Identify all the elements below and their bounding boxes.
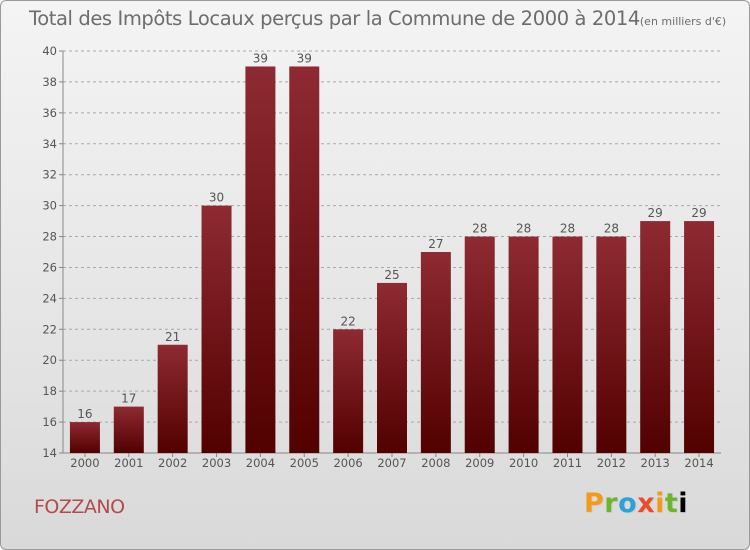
x-tick-label: 2005 xyxy=(290,456,319,470)
y-tick-label: 22 xyxy=(42,322,57,336)
bar xyxy=(684,221,715,453)
bar xyxy=(552,236,583,453)
logo-letter: i xyxy=(655,488,665,519)
x-tick-label: 2012 xyxy=(597,456,626,470)
y-tick-label: 40 xyxy=(42,44,57,58)
bar xyxy=(245,66,276,453)
bar xyxy=(596,236,627,453)
chart-title: Total des Impôts Locaux perçus par la Co… xyxy=(29,7,726,30)
value-label: 21 xyxy=(165,330,180,344)
logo-letter: x xyxy=(637,488,656,519)
x-tick-label: 2013 xyxy=(641,456,670,470)
logo-letter: P xyxy=(584,488,605,519)
title-unit: (en milliers d'€) xyxy=(639,15,727,28)
bar xyxy=(157,344,188,453)
x-tick-label: 2008 xyxy=(421,456,450,470)
bars xyxy=(69,66,715,453)
value-label: 28 xyxy=(560,222,575,236)
y-tick-label: 32 xyxy=(42,168,57,182)
value-label: 29 xyxy=(648,206,663,220)
bar xyxy=(201,205,232,453)
x-tick-label: 2004 xyxy=(246,456,275,470)
commune-name: FOZZANO xyxy=(34,496,125,518)
value-label: 28 xyxy=(604,222,619,236)
bar xyxy=(113,406,144,453)
x-tick-label: 2003 xyxy=(202,456,231,470)
x-tick-label: 2011 xyxy=(553,456,582,470)
value-label: 30 xyxy=(209,191,224,205)
title-text: Total des Impôts Locaux perçus par la Co… xyxy=(29,7,640,30)
y-tick-label: 14 xyxy=(42,446,57,460)
y-tick-label: 16 xyxy=(42,415,57,429)
bar xyxy=(333,329,364,453)
bar xyxy=(640,221,671,453)
x-tick-label: 2002 xyxy=(158,456,187,470)
value-label: 27 xyxy=(428,237,443,251)
bar xyxy=(420,252,451,453)
proxiti-logo: Proxiti xyxy=(584,488,688,519)
value-label: 16 xyxy=(77,407,92,421)
y-tick-label: 34 xyxy=(42,137,57,151)
x-tick-label: 2009 xyxy=(465,456,494,470)
bar xyxy=(508,236,539,453)
labels: 16 2000 17 2001 21 2002 30 2003 39 2004 39 2005 22 20… xyxy=(70,51,713,470)
bar xyxy=(69,422,100,453)
value-label: 25 xyxy=(384,268,399,282)
bar xyxy=(464,236,495,453)
value-label: 22 xyxy=(340,314,355,328)
value-label: 39 xyxy=(253,51,268,65)
y-tick-label: 38 xyxy=(42,75,57,89)
y-tick-label: 28 xyxy=(42,230,57,244)
x-tick-label: 2000 xyxy=(70,456,99,470)
y-tick-label: 36 xyxy=(42,106,57,120)
value-label: 39 xyxy=(297,51,312,65)
logo-letter: t xyxy=(664,488,679,519)
y-tick-label: 20 xyxy=(42,353,57,367)
y-tick-label: 30 xyxy=(42,199,57,213)
logo-letter: o xyxy=(618,488,638,519)
x-tick-label: 2014 xyxy=(684,456,713,470)
y-tick-label: 24 xyxy=(42,291,57,305)
value-label: 28 xyxy=(472,222,487,236)
bar xyxy=(377,282,407,453)
x-tick-label: 2001 xyxy=(114,456,143,470)
value-label: 28 xyxy=(516,222,531,236)
logo-letter: r xyxy=(604,488,619,519)
value-label: 17 xyxy=(121,392,136,406)
x-tick-label: 2007 xyxy=(377,456,406,470)
x-tick-label: 2006 xyxy=(333,456,362,470)
x-tick-label: 2010 xyxy=(509,456,538,470)
y-tick-label: 26 xyxy=(42,260,57,274)
y-tick-label: 18 xyxy=(42,384,57,398)
bar xyxy=(289,66,320,453)
value-label: 29 xyxy=(691,206,706,220)
logo-letter: i xyxy=(678,488,689,519)
